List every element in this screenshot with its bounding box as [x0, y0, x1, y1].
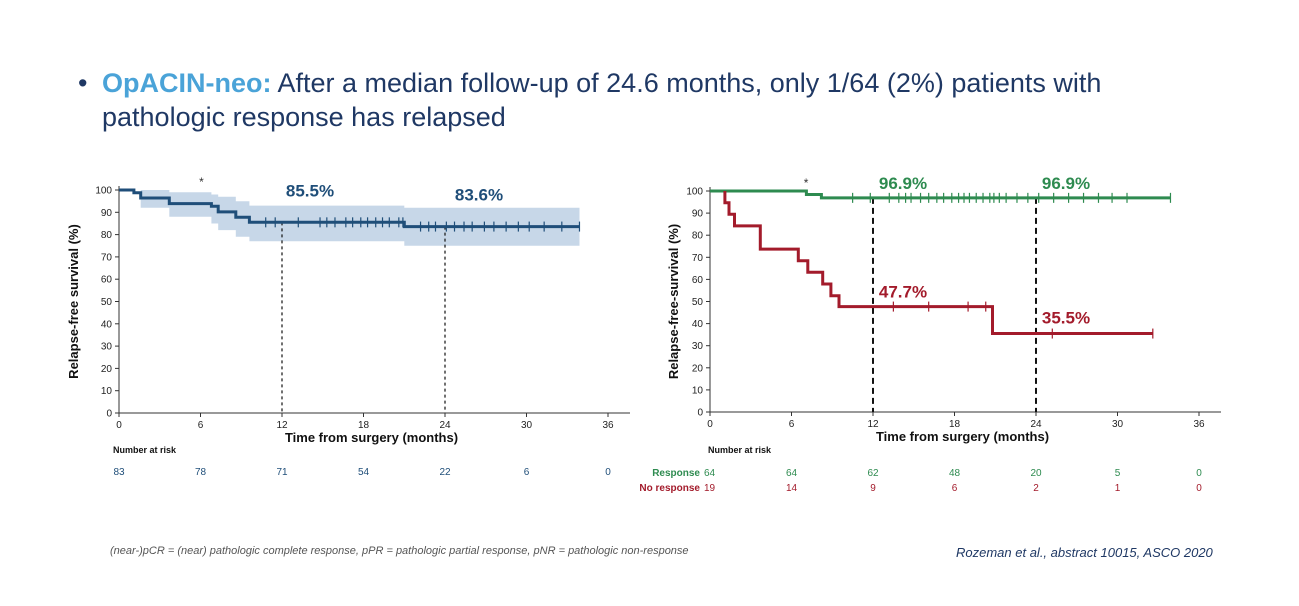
- footnote: (near-)pCR = (near) pathologic complete …: [110, 545, 689, 557]
- y-tick-label: 70: [101, 252, 113, 263]
- risk-value: 6: [524, 467, 530, 478]
- y-tick-label: 100: [95, 186, 112, 197]
- y-tick-label: 20: [692, 363, 704, 374]
- y-tick-label: 80: [101, 230, 113, 241]
- citation: Rozeman et al., abstract 10015, ASCO 202…: [956, 545, 1213, 560]
- x-tick-label: 36: [602, 420, 614, 431]
- headline-highlight: OpACIN-neo:: [102, 68, 272, 98]
- y-tick-label: 90: [101, 208, 113, 219]
- x-tick-label: 18: [358, 420, 370, 431]
- y-tick-label: 0: [106, 409, 112, 420]
- risk-table-title: Number at risk: [113, 445, 177, 455]
- risk-row-label: Response: [652, 468, 700, 479]
- x-tick-label: 24: [439, 420, 451, 431]
- survival-callout: 85.5%: [286, 181, 334, 200]
- y-tick-label: 50: [692, 297, 704, 308]
- series-line-2: [723, 191, 1153, 335]
- y-tick-label: 90: [692, 209, 704, 220]
- y-axis-label: Relapse-free-survival (%): [666, 224, 681, 379]
- risk-value: 1: [1115, 483, 1121, 494]
- risk-value: 71: [276, 467, 288, 478]
- survival-callout: 96.9%: [879, 174, 927, 193]
- x-tick-label: 30: [521, 420, 533, 431]
- y-axis-label: Relapse-free survival (%): [66, 224, 81, 379]
- risk-value: 0: [605, 467, 611, 478]
- survival-callout: 96.9%: [1042, 174, 1090, 193]
- risk-value: 48: [949, 468, 961, 479]
- y-tick-label: 80: [692, 231, 704, 242]
- survival-callout: 35.5%: [1042, 309, 1090, 328]
- x-tick-label: 12: [867, 419, 879, 430]
- y-tick-label: 10: [101, 386, 113, 397]
- headline-text: After a median follow-up of 24.6 months,…: [102, 68, 1102, 132]
- risk-value: 2: [1033, 483, 1039, 494]
- risk-value: 54: [358, 467, 370, 478]
- x-axis-label: Time from surgery (months): [876, 429, 1049, 444]
- survival-callout: 83.6%: [455, 186, 503, 205]
- x-tick-label: 18: [949, 419, 961, 430]
- y-tick-label: 0: [697, 408, 703, 419]
- x-tick-label: 6: [789, 419, 795, 430]
- y-tick-label: 60: [101, 275, 113, 286]
- y-tick-label: 50: [101, 297, 113, 308]
- x-tick-label: 0: [116, 420, 122, 431]
- y-tick-label: 40: [101, 319, 113, 330]
- y-tick-label: 100: [686, 187, 703, 198]
- risk-value: 78: [195, 467, 207, 478]
- x-tick-label: 36: [1193, 419, 1205, 430]
- asterisk-marker: *: [199, 175, 204, 189]
- risk-table-title: Number at risk: [708, 445, 772, 455]
- series-line-1: [710, 189, 1171, 200]
- headline: • OpACIN-neo: After a median follow-up o…: [78, 66, 1228, 134]
- risk-value: 6: [952, 483, 958, 494]
- risk-value: 20: [1030, 468, 1042, 479]
- risk-value: 64: [786, 468, 798, 479]
- risk-value: 62: [867, 468, 879, 479]
- y-tick-label: 60: [692, 275, 704, 286]
- headline-bullet: •: [78, 68, 88, 98]
- y-tick-label: 10: [692, 385, 704, 396]
- risk-value: 14: [786, 483, 798, 494]
- ci-band: [119, 190, 580, 246]
- y-tick-label: 40: [692, 319, 704, 330]
- y-tick-label: 30: [101, 342, 113, 353]
- y-tick-label: 30: [692, 341, 704, 352]
- x-tick-label: 0: [707, 419, 713, 430]
- risk-value: 64: [704, 468, 716, 479]
- risk-value: 0: [1196, 483, 1202, 494]
- risk-value: 19: [704, 483, 716, 494]
- x-tick-label: 24: [1030, 419, 1042, 430]
- risk-value: 0: [1196, 468, 1202, 479]
- y-tick-label: 20: [101, 364, 113, 375]
- x-axis-label: Time from surgery (months): [285, 430, 458, 445]
- x-tick-label: 6: [198, 420, 204, 431]
- risk-value: 83: [113, 467, 125, 478]
- risk-row-label: No response: [639, 483, 700, 494]
- x-tick-label: 12: [276, 420, 288, 431]
- x-tick-label: 30: [1112, 419, 1124, 430]
- asterisk-marker: *: [804, 176, 809, 190]
- risk-value: 9: [870, 483, 876, 494]
- risk-value: 5: [1115, 468, 1121, 479]
- y-tick-label: 70: [692, 253, 704, 264]
- risk-value: 22: [439, 467, 451, 478]
- survival-callout: 47.7%: [879, 283, 927, 302]
